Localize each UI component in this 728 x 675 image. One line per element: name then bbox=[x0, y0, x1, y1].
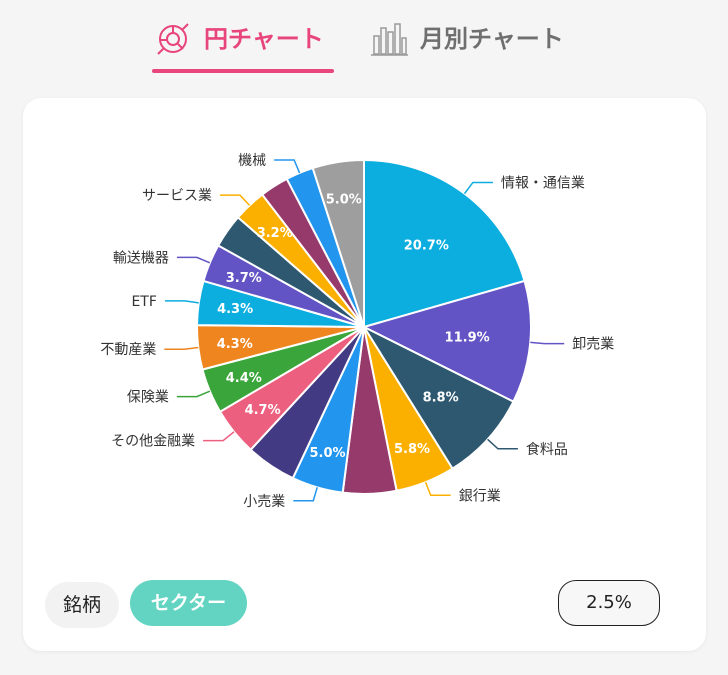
slice-category-label: 機械 bbox=[238, 153, 266, 169]
sector-pie-chart: 20.7% 情報・通信業 11.9% 卸売業 8.8% 食料品 5.8% 銀行業 5.0% 小売業… bbox=[100, 153, 614, 510]
slice-category-label: 保険業 bbox=[127, 390, 169, 406]
tab-pie-chart[interactable]: 円チャート bbox=[152, 18, 334, 78]
slice-category-label: ETF bbox=[131, 294, 156, 310]
slice-percent-label: 5.8% bbox=[394, 442, 430, 457]
leader-line bbox=[219, 194, 251, 206]
leader-line bbox=[530, 341, 565, 345]
slice-percent-label: 4.3% bbox=[217, 302, 253, 317]
leader-line bbox=[176, 256, 211, 264]
slice-category-label: 輸送機器 bbox=[113, 250, 169, 266]
slice-percent-label: 4.3% bbox=[217, 337, 253, 352]
slice-category-label: 情報・通信業 bbox=[501, 175, 585, 191]
leader-line bbox=[164, 300, 199, 304]
slice-percent-label: 11.9% bbox=[445, 331, 490, 346]
slice-percent-label: 8.8% bbox=[423, 391, 459, 406]
slice-percent-label: 5.0% bbox=[326, 192, 362, 207]
leader-line bbox=[424, 481, 451, 497]
pie-slice[interactable] bbox=[363, 158, 526, 329]
slice-category-label: 銀行業 bbox=[459, 488, 501, 504]
leader-line bbox=[176, 390, 211, 398]
tab-pie-chart-label: 円チャート bbox=[204, 25, 324, 53]
leader-line bbox=[463, 181, 493, 195]
slice-category-label: その他金融業 bbox=[111, 434, 195, 450]
tab-monthly-chart[interactable]: 月別チャート bbox=[368, 18, 578, 78]
pie-slice[interactable] bbox=[361, 324, 515, 471]
pie-slice[interactable] bbox=[311, 158, 365, 328]
bar-chart-icon bbox=[371, 23, 408, 56]
slice-category-label: 卸売業 bbox=[572, 337, 614, 353]
sector-toggle-button[interactable]: セクター bbox=[130, 580, 247, 626]
leader-line bbox=[203, 431, 235, 442]
stock-toggle-button[interactable]: 銘柄 bbox=[45, 582, 119, 628]
slice-category-label: 食料品 bbox=[526, 441, 568, 458]
slice-percent-label: 20.7% bbox=[404, 238, 449, 253]
slice-percent-label: 4.7% bbox=[245, 403, 281, 418]
leader-line bbox=[164, 346, 199, 350]
chart-tab-bar: 円チャート 月別チャート bbox=[0, 0, 728, 80]
chart-card: 20.7% 情報・通信業 11.9% 卸売業 8.8% 食料品 5.8% 銀行業 5.0% 小売業… bbox=[23, 98, 706, 651]
slice-category-label: 小売業 bbox=[243, 494, 285, 510]
threshold-button[interactable]: 2.5% bbox=[558, 580, 660, 626]
pie-chart-icon bbox=[157, 23, 189, 55]
active-tab-indicator bbox=[152, 69, 334, 73]
slice-percent-label: 3.7% bbox=[226, 271, 262, 286]
tab-monthly-chart-label: 月別チャート bbox=[420, 25, 564, 53]
leader-line bbox=[487, 438, 518, 450]
slice-category-label: 不動産業 bbox=[100, 342, 156, 358]
leader-line bbox=[293, 487, 318, 502]
slice-percent-label: 5.0% bbox=[309, 446, 345, 461]
slice-percent-label: 4.4% bbox=[226, 371, 262, 386]
slice-category-label: サービス業 bbox=[142, 188, 212, 204]
leader-line bbox=[274, 159, 301, 174]
slice-percent-label: 3.2% bbox=[257, 226, 293, 241]
